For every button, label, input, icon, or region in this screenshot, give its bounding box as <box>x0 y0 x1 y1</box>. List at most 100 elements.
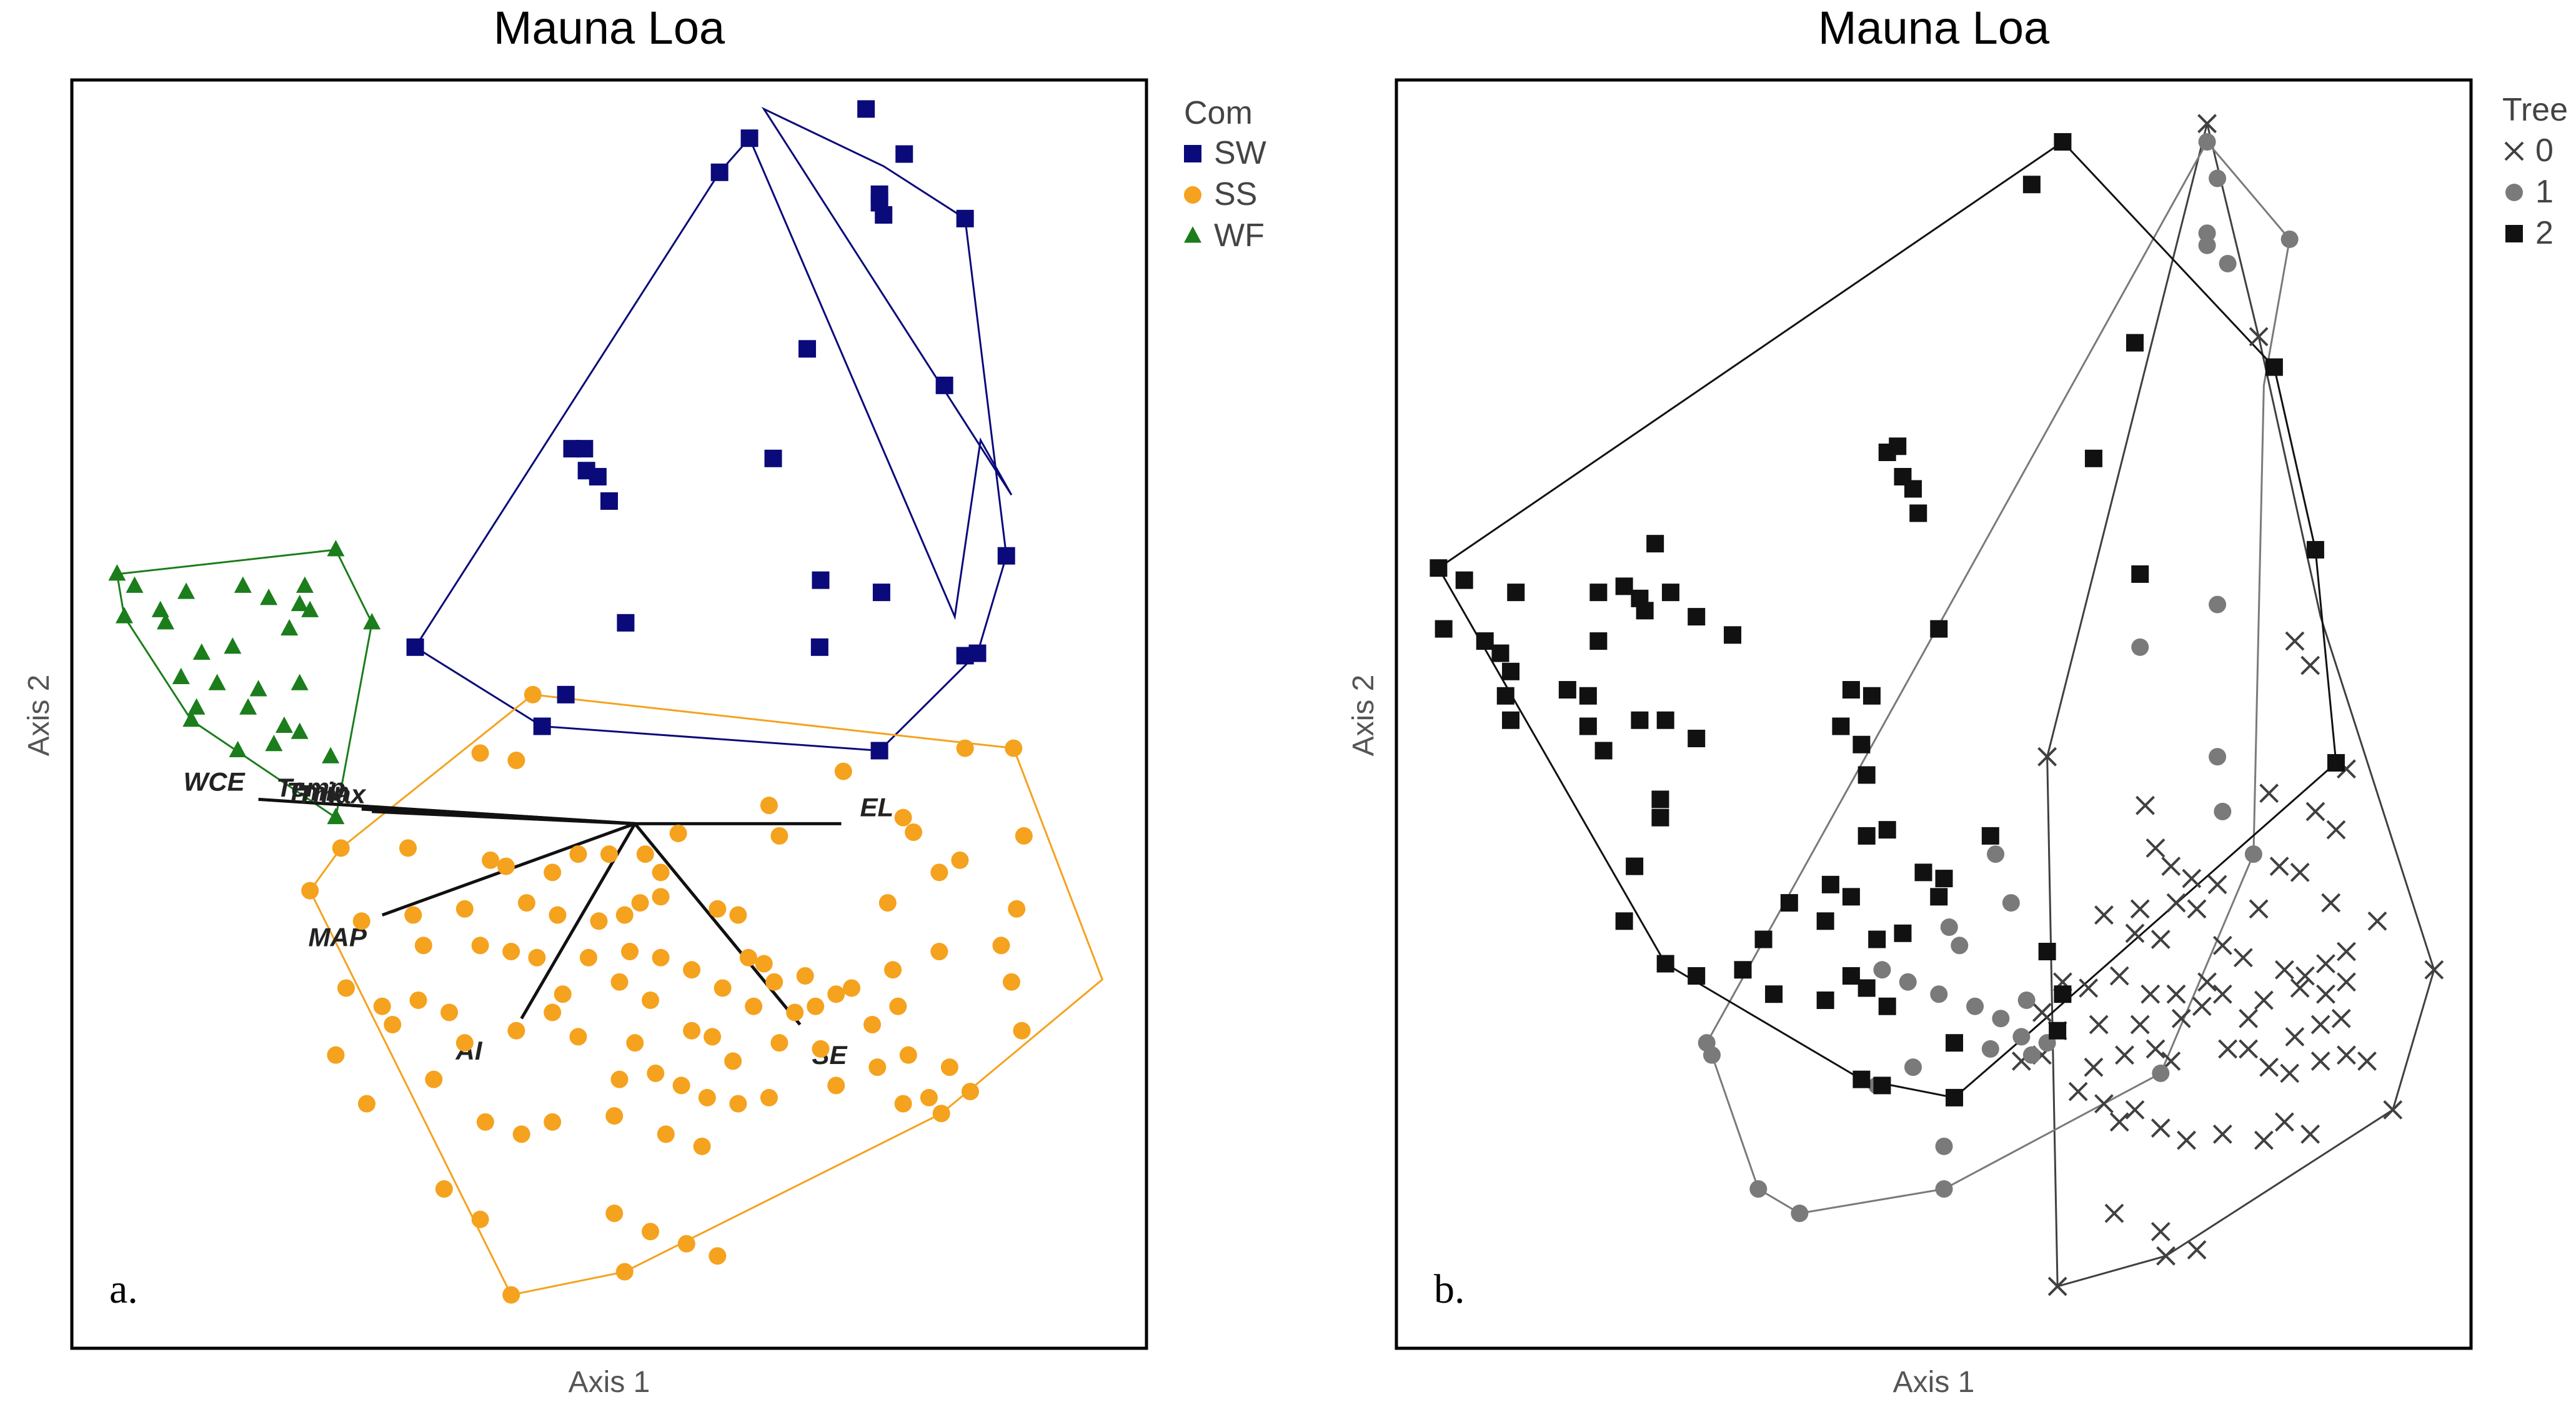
panel-b-point-2-73 <box>1852 1070 1871 1088</box>
panel-a-point-ss-55 <box>409 991 427 1009</box>
panel-b-point-2-71 <box>1946 1034 1964 1052</box>
panel-b-point-0-66 <box>2383 1100 2403 1120</box>
panel-a-point-ss-87 <box>698 1088 716 1106</box>
panel-a-point-ss-10 <box>894 808 912 827</box>
panel-a-point-ss-29 <box>590 912 608 930</box>
panel-a-point-ss-80 <box>868 1058 887 1076</box>
panel-a-point-ss-41 <box>579 948 597 967</box>
panel-a-point-ss-70 <box>384 1015 402 1033</box>
panel-b-point-2-15 <box>1615 577 1633 595</box>
panel-b-point-0-48 <box>2192 997 2212 1017</box>
panel-a-point-ss-44 <box>683 961 701 979</box>
panel-a-point-ss-71 <box>455 1034 474 1052</box>
panel-a-point-ss-98 <box>544 1113 562 1131</box>
panel-b-point-0-74 <box>2254 1130 2274 1150</box>
panel-b-point-0-59 <box>2218 1039 2238 1059</box>
panel-a-point-sw-17 <box>812 571 830 589</box>
panel-b-point-2-35 <box>1579 717 1597 735</box>
panel-b-point-1-16 <box>1899 973 1917 991</box>
panel-a-point-ss-24 <box>352 912 370 930</box>
panel-b-point-1-17 <box>1930 985 1948 1003</box>
panel-a-point-wf-20 <box>187 698 206 715</box>
panel-b-point-1-13 <box>1940 918 1958 937</box>
panel-a-point-ss-74 <box>626 1034 644 1052</box>
panel-b-point-0-72 <box>2177 1130 2196 1150</box>
panel-b-point-0-39 <box>2254 990 2274 1010</box>
panel-a-point-sw-6 <box>875 206 893 224</box>
panel-a-point-wf-5 <box>296 576 314 593</box>
panel-a-point-wf-25 <box>265 734 283 752</box>
panel-a-y-axis-label: Axis 2 <box>22 675 56 757</box>
panel-a-point-ss-46 <box>755 955 773 973</box>
panel-a-point-ss-15 <box>497 857 515 875</box>
panel-a-legend-label-sw: SW <box>1214 135 1266 171</box>
panel-a-point-ss-25 <box>404 906 422 924</box>
panel-b-point-1-21 <box>2012 1028 2031 1046</box>
panel-b-point-0-14 <box>2269 857 2289 877</box>
panel-b-y-axis-label: Axis 2 <box>1347 675 1380 757</box>
panel-b-point-2-25 <box>1491 644 1509 662</box>
panel-a-point-ss-8 <box>760 797 778 815</box>
panel-a-point-wf-23 <box>275 716 293 733</box>
panel-b-point-2-14 <box>1589 584 1608 602</box>
panel-a-point-ss-85 <box>647 1064 665 1082</box>
panel-a-point-ss-12 <box>332 839 350 857</box>
panel-b-point-0-9 <box>2305 802 2325 822</box>
panel-a-point-ss-95 <box>425 1070 443 1088</box>
panel-a-point-ss-78 <box>770 1034 788 1052</box>
panel-a-point-sw-18 <box>872 584 890 602</box>
panel-b-point-2-0 <box>2054 133 2072 151</box>
panel-b-point-1-4 <box>2198 236 2216 254</box>
panel-a-point-ss-110 <box>502 1286 520 1304</box>
panel-b-point-2-29 <box>1496 687 1514 705</box>
panel-a-point-ss-21 <box>930 863 948 882</box>
panel-b-point-0-18 <box>2187 899 2207 919</box>
panel-a-point-ss-4 <box>834 762 852 780</box>
panel-a-point-ss-3 <box>669 824 687 842</box>
panel-a-point-wf-15 <box>224 637 242 654</box>
panel-a-point-wf-12 <box>156 613 174 630</box>
panel-a-point-sw-24 <box>557 685 575 704</box>
panel-b-chart: Mauna Loa Axis 1 Axis 2 b. Tree 0 1 2 <box>1347 2 2568 1399</box>
panel-a-point-sw-9 <box>935 376 953 394</box>
panel-a-point-ss-42 <box>621 943 639 961</box>
panel-b-point-2-51 <box>1914 863 1932 882</box>
panel-b-point-0-77 <box>2104 1203 2124 1223</box>
panel-a-point-ss-35 <box>878 894 897 912</box>
panel-b-plot-frame <box>1395 78 2473 1350</box>
panel-b-point-0-71 <box>2151 1118 2171 1138</box>
panel-a-point-ss-28 <box>549 906 567 924</box>
panel-b-points <box>1430 114 2444 1296</box>
panel-b-point-2-70 <box>2054 985 2072 1003</box>
panel-b-point-2-72 <box>2049 1022 2067 1040</box>
panel-a-point-ss-57 <box>544 1003 562 1022</box>
panel-a-point-ss-39 <box>502 943 520 961</box>
panel-a-point-ss-16 <box>544 863 562 882</box>
panel-b-point-1-12 <box>2002 894 2020 912</box>
panel-b-point-1-33 <box>1904 1058 1922 1076</box>
panel-b-point-2-11 <box>1430 559 1448 577</box>
panel-b-point-0-57 <box>2146 1039 2166 1059</box>
panel-b-hull-2 <box>1437 141 2337 1099</box>
panel-a-point-ss-6 <box>956 739 974 757</box>
panel-a-point-wf-24 <box>291 722 309 739</box>
panel-b-point-2-5 <box>1889 437 1907 455</box>
panel-a-point-wf-9 <box>301 600 319 617</box>
panel-b-point-2-41 <box>1688 729 1706 747</box>
panel-a-label: a. <box>109 1266 138 1312</box>
panel-a-point-wf-26 <box>322 747 340 763</box>
panel-a-legend-marker-sw <box>1184 145 1201 162</box>
panel-b-point-0-33 <box>2079 978 2099 998</box>
panel-b-point-2-13 <box>1507 584 1525 602</box>
panel-b-point-0-55 <box>2084 1057 2104 1077</box>
panel-b-point-0-61 <box>2259 1057 2279 1077</box>
panel-a-legend-label-wf: WF <box>1214 217 1265 254</box>
panel-b-point-2-12 <box>1455 571 1473 589</box>
panel-a-point-ss-96 <box>476 1113 494 1131</box>
panel-b-point-0-67 <box>2068 1081 2088 1101</box>
panel-b-point-2-58 <box>1754 930 1773 948</box>
panel-a-point-ss-109 <box>615 1263 634 1281</box>
panel-b-point-0-52 <box>2331 1008 2351 1028</box>
panel-b-point-2-23 <box>1435 620 1453 638</box>
panel-b-point-0-35 <box>2141 984 2161 1004</box>
